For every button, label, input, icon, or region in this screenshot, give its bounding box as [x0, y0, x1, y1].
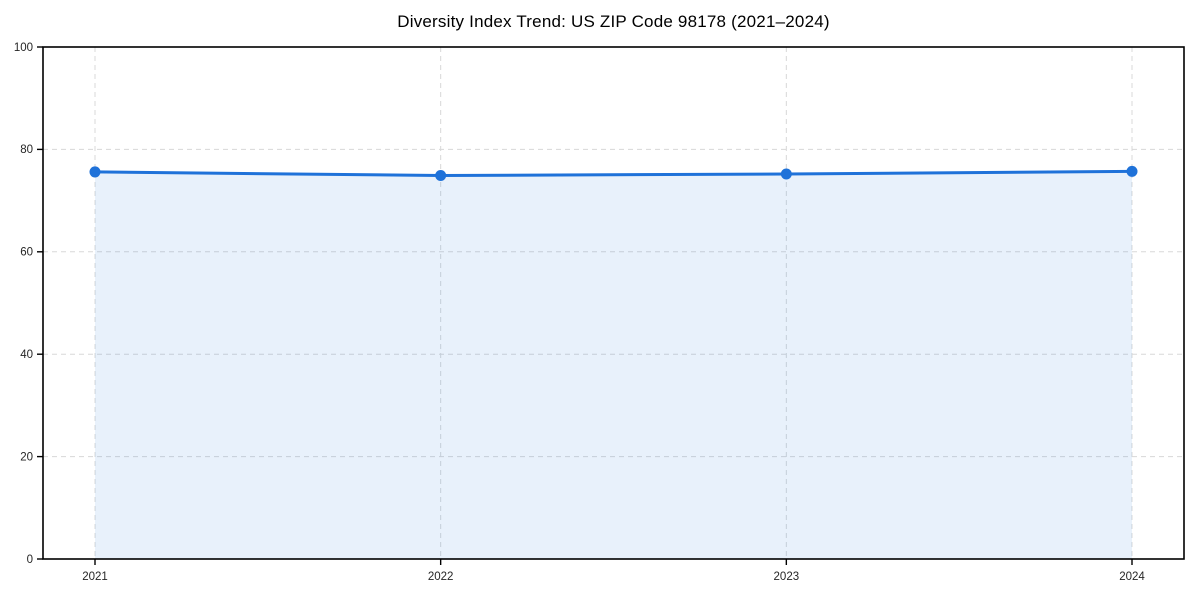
data-points — [89, 165, 1138, 182]
line-series — [93, 169, 1134, 178]
data-point-2022 — [435, 170, 447, 182]
data-point-2023 — [780, 168, 792, 180]
data-point-2024 — [1126, 165, 1138, 177]
y-tick-label: 40 — [20, 349, 33, 361]
axis-frame — [42, 46, 1185, 560]
x-axis: 2021 2022 2023 2024 — [82, 559, 1145, 583]
x-tick-label: 2021 — [82, 571, 108, 583]
trend-line — [93, 169, 1134, 178]
data-point-2021 — [89, 166, 101, 178]
x-tick-label: 2024 — [1119, 571, 1145, 583]
x-tick-label: 2023 — [774, 571, 800, 583]
y-tick-label: 0 — [27, 554, 33, 566]
y-axis: 0 20 40 60 80 100 — [14, 42, 43, 566]
y-tick-label: 20 — [20, 451, 33, 463]
area — [95, 171, 1132, 559]
y-tick-label: 80 — [20, 144, 33, 156]
area-fill — [95, 171, 1132, 559]
frame — [42, 46, 1185, 560]
y-tick-label: 60 — [20, 247, 33, 259]
x-tick-label: 2022 — [428, 571, 454, 583]
chart-title: Diversity Index Trend: US ZIP Code 98178… — [397, 12, 830, 31]
y-tick-label: 100 — [14, 42, 33, 54]
